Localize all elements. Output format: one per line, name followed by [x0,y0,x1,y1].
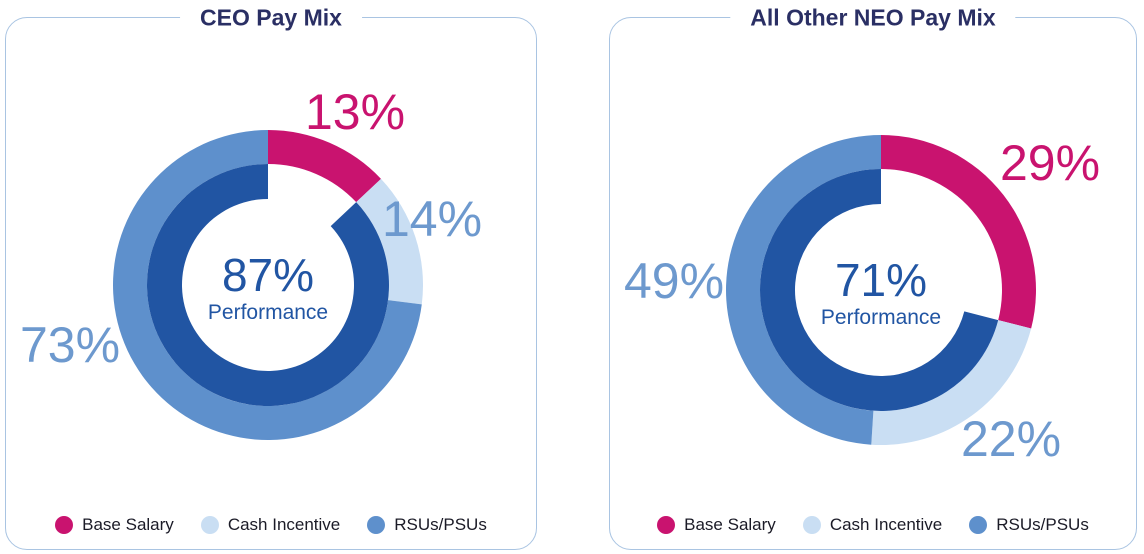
legend-item-cash-incentive: Cash Incentive [802,515,943,535]
base-salary-swatch-icon [657,516,676,534]
legend-label-rsus-psus: RSUs/PSUs [996,515,1089,534]
neo-pay-mix-panel: All Other NEO Pay Mix 71% Performance 29… [609,4,1137,550]
neo-legend: Base Salary Cash Incentive RSUs/PSUs [610,515,1136,535]
legend-item-rsus-psus: RSUs/PSUs [969,515,1089,535]
rsus-psus-swatch-icon [367,516,386,534]
legend-label-base-salary: Base Salary [82,515,174,534]
ceo-rsus-psus-pct-label: 73% [19,317,121,373]
legend-item-rsus-psus: RSUs/PSUs [367,515,487,535]
neo-donut-chart: 71% Performance [726,135,1036,445]
neo-cash-incentive-pct-label: 22% [960,411,1062,467]
neo-chart-title: All Other NEO Pay Mix [730,4,1016,32]
legend-label-base-salary: Base Salary [684,515,776,534]
legend-item-cash-incentive: Cash Incentive [200,515,341,535]
legend-item-base-salary: Base Salary [55,515,174,535]
neo-base-salary-pct-label: 29% [999,135,1101,191]
legend-label-cash-incentive: Cash Incentive [829,515,943,534]
ceo-cash-incentive-pct-label: 14% [381,191,483,247]
rsus-psus-swatch-icon [969,516,988,534]
cash-incentive-swatch-icon [200,516,219,534]
ceo-base-salary-pct-label: 13% [304,84,406,140]
ceo-legend: Base Salary Cash Incentive RSUs/PSUs [6,515,536,535]
base-salary-swatch-icon [55,516,74,534]
legend-item-base-salary: Base Salary [657,515,776,535]
ceo-donut-chart: 87% Performance [113,130,423,440]
legend-label-rsus-psus: RSUs/PSUs [394,515,487,534]
neo-rsus-psus-pct-label: 49% [623,253,725,309]
ceo-chart-title: CEO Pay Mix [180,4,362,32]
cash-incentive-swatch-icon [802,516,821,534]
ceo-pay-mix-panel: CEO Pay Mix 87% Performance 13% 14% 73% … [5,4,537,550]
legend-label-cash-incentive: Cash Incentive [227,515,341,534]
